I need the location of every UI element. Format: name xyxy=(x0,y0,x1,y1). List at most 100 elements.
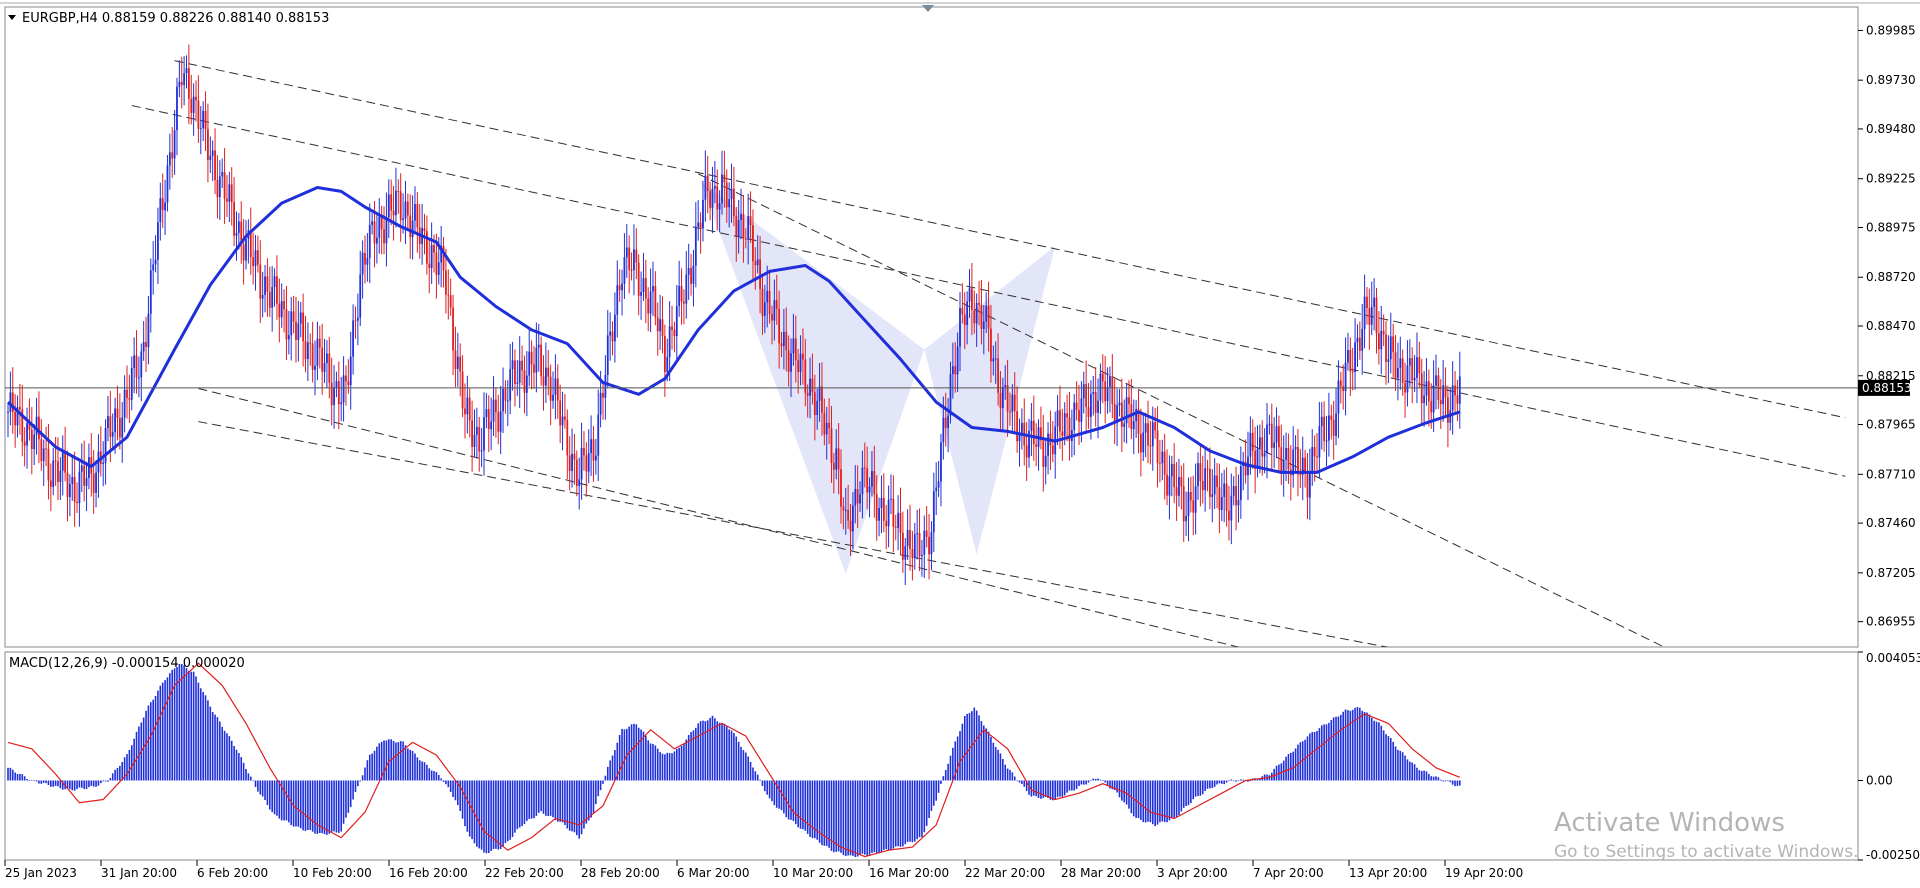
trendline[interactable] xyxy=(174,60,1846,419)
macd-histogram-bar xyxy=(497,780,500,850)
candle-body xyxy=(773,300,776,321)
macd-histogram-bar xyxy=(809,780,811,837)
candle-body xyxy=(609,331,612,336)
candle-body xyxy=(514,360,516,384)
macd-histogram-bar xyxy=(1013,776,1016,781)
candle-body xyxy=(992,358,995,362)
price-tick-label: 0.87460 xyxy=(1866,516,1916,530)
macd-histogram-bar xyxy=(1394,746,1397,781)
macd-histogram-bar xyxy=(297,780,300,827)
candle-body xyxy=(1301,457,1304,475)
candle-body xyxy=(642,278,645,292)
candle-body xyxy=(721,174,723,204)
candle-body xyxy=(985,305,988,322)
macd-histogram-bar xyxy=(1199,780,1202,796)
candle-body xyxy=(897,512,900,528)
candle-body xyxy=(1066,413,1068,418)
moving-average-line[interactable] xyxy=(6,186,1461,474)
macd-histogram-bar xyxy=(35,780,38,782)
candle-body xyxy=(318,338,321,348)
candle-body xyxy=(654,286,657,318)
watermark-subtitle: Go to Settings to activate Windows. xyxy=(1554,842,1859,862)
macd-histogram-bar xyxy=(199,688,202,781)
candle-body xyxy=(235,232,238,236)
candle-body xyxy=(704,175,707,200)
macd-histogram-bar xyxy=(792,780,795,822)
candle-body xyxy=(1142,432,1145,453)
macd-histogram-bar xyxy=(737,741,740,781)
macd-histogram-bar xyxy=(52,780,55,787)
candle-body xyxy=(283,301,285,310)
macd-histogram-bar xyxy=(304,780,307,831)
macd-histogram-bar xyxy=(780,780,783,811)
candle-body xyxy=(1270,423,1273,448)
candle-body xyxy=(666,357,669,373)
candle-body xyxy=(747,216,750,240)
candle-body xyxy=(794,338,797,361)
candle-body xyxy=(968,288,971,302)
macd-histogram-bar xyxy=(1156,780,1159,825)
macd-histogram-bar xyxy=(568,780,571,831)
macd-histogram-bar xyxy=(11,769,14,781)
candle-body xyxy=(395,190,397,216)
candle-body xyxy=(973,310,976,324)
candle-body xyxy=(597,414,600,456)
macd-histogram-bar xyxy=(480,780,483,850)
candle-body xyxy=(183,73,186,85)
candle-body xyxy=(414,204,416,221)
candle-body xyxy=(1358,337,1361,351)
candle-body xyxy=(1154,422,1157,431)
macd-histogram-bar xyxy=(371,753,373,781)
macd-histogram-bar xyxy=(1292,751,1294,781)
candle-body xyxy=(285,309,288,340)
macd-histogram-bar xyxy=(1192,780,1195,800)
macd-histogram-bar xyxy=(745,752,747,781)
macd-histogram-bar xyxy=(983,725,985,781)
macd-histogram-bar xyxy=(887,780,890,851)
macd-histogram-bar xyxy=(1294,748,1297,781)
candle-body xyxy=(95,472,97,493)
macd-histogram-bar xyxy=(709,717,711,781)
candle-body xyxy=(999,392,1002,409)
macd-histogram-bar xyxy=(1356,706,1359,781)
candle-body xyxy=(1451,385,1454,411)
macd-histogram-bar xyxy=(1349,710,1352,781)
candle-body xyxy=(123,389,126,418)
candle-body xyxy=(1273,442,1276,448)
macd-histogram-bar xyxy=(435,772,438,781)
macd-histogram-bar xyxy=(1144,780,1147,823)
macd-histogram-bar xyxy=(495,780,497,849)
macd-histogram-bar xyxy=(1092,778,1095,781)
macd-histogram-bar xyxy=(269,780,271,810)
candle-body xyxy=(171,152,174,159)
candle-body xyxy=(192,96,195,113)
macd-histogram-bar xyxy=(702,720,704,781)
candle-body xyxy=(178,81,181,87)
candle-body xyxy=(706,175,709,192)
trendline[interactable] xyxy=(198,421,1412,652)
macd-histogram-bar xyxy=(885,780,888,850)
macd-histogram-bar xyxy=(1087,780,1090,783)
candle-body xyxy=(742,214,745,239)
candle-body xyxy=(825,422,828,435)
candle-body xyxy=(1047,433,1049,456)
macd-histogram-bar xyxy=(1354,707,1356,781)
macd-histogram-bar xyxy=(1190,780,1192,804)
macd-histogram-bar xyxy=(656,748,659,781)
candle-body xyxy=(1180,476,1183,487)
bat-pattern-shape[interactable] xyxy=(924,246,1056,555)
macd-histogram-bar xyxy=(1287,753,1290,781)
triangle-down-icon[interactable] xyxy=(8,15,16,20)
candle-body xyxy=(71,476,74,485)
macd-signal-line xyxy=(7,662,1461,858)
macd-histogram-bar xyxy=(1420,770,1423,781)
candle-body xyxy=(647,298,650,314)
candle-body xyxy=(1109,376,1111,388)
candle-body xyxy=(602,392,604,398)
price-tick-label: 0.89480 xyxy=(1866,122,1916,136)
macd-histogram-bar xyxy=(171,669,174,781)
macd-histogram-bar xyxy=(1175,780,1178,817)
candle-body xyxy=(671,326,673,330)
macd-histogram-bar xyxy=(666,752,669,781)
